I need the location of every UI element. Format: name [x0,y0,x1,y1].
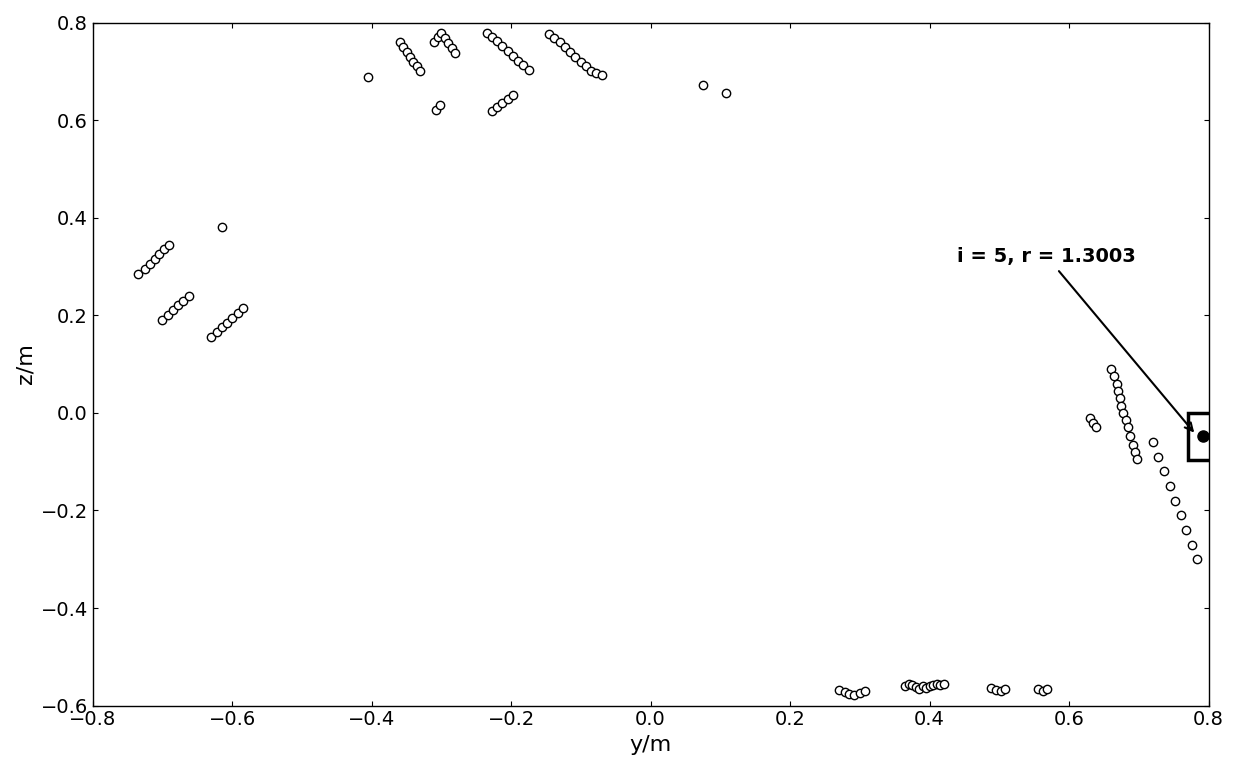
Bar [1188,413,1218,460]
Text: i = 5, r = 1.3003: i = 5, r = 1.3003 [958,247,1193,431]
Y-axis label: z/m: z/m [15,343,35,384]
X-axis label: y/m: y/m [629,735,672,755]
